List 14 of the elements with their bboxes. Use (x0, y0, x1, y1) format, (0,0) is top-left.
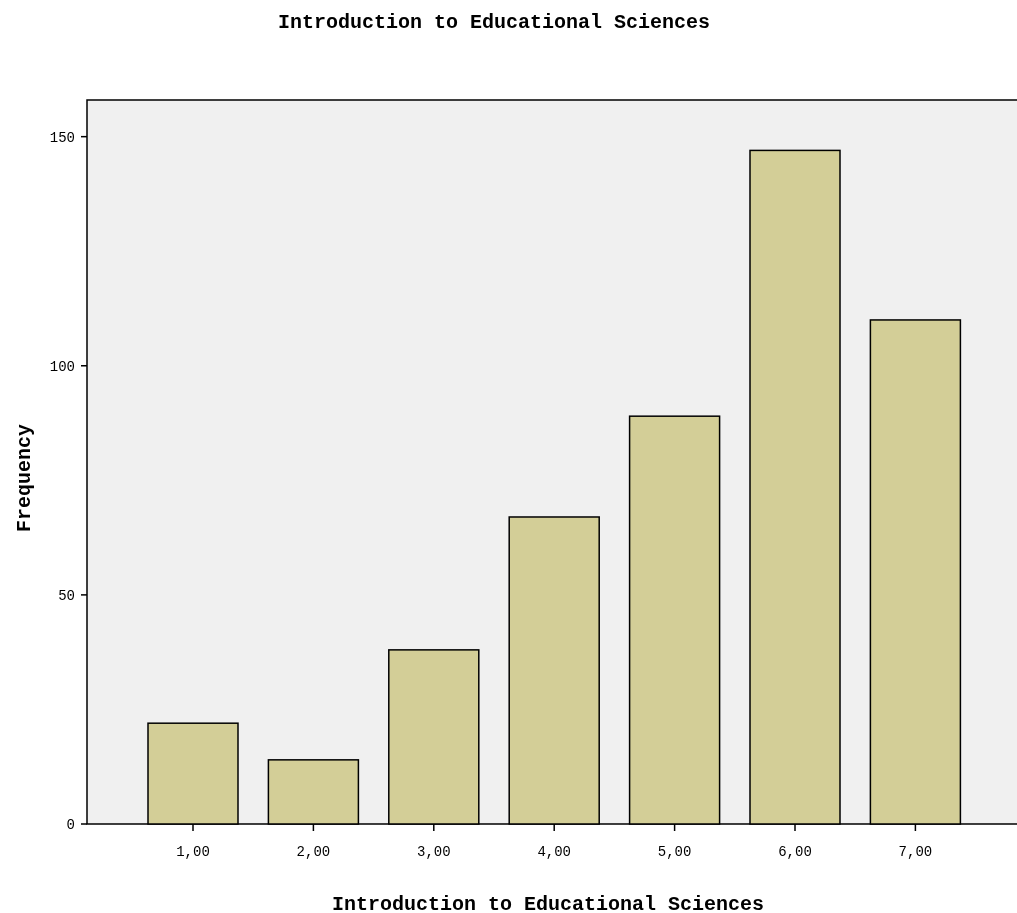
x-tick-label: 1,00 (176, 844, 210, 860)
y-tick-label: 150 (49, 129, 75, 146)
x-tick-label: 3,00 (417, 844, 451, 860)
x-tick-label: 5,00 (657, 844, 692, 860)
x-tick-label: 4,00 (537, 844, 571, 860)
x-tick-label: 2,00 (296, 844, 331, 860)
chart-title: Introduction to Educational Sciences (277, 11, 711, 34)
x-tick-label: 6,00 (778, 844, 812, 860)
y-tick-label: 0 (66, 816, 75, 833)
y-tick-label: 100 (49, 358, 75, 375)
y-axis-title: Frequency (13, 423, 36, 533)
x-axis-title: Introduction to Educational Sciences (331, 893, 765, 913)
x-tick-label: 7,00 (898, 844, 933, 860)
y-tick-label: 50 (58, 587, 75, 604)
